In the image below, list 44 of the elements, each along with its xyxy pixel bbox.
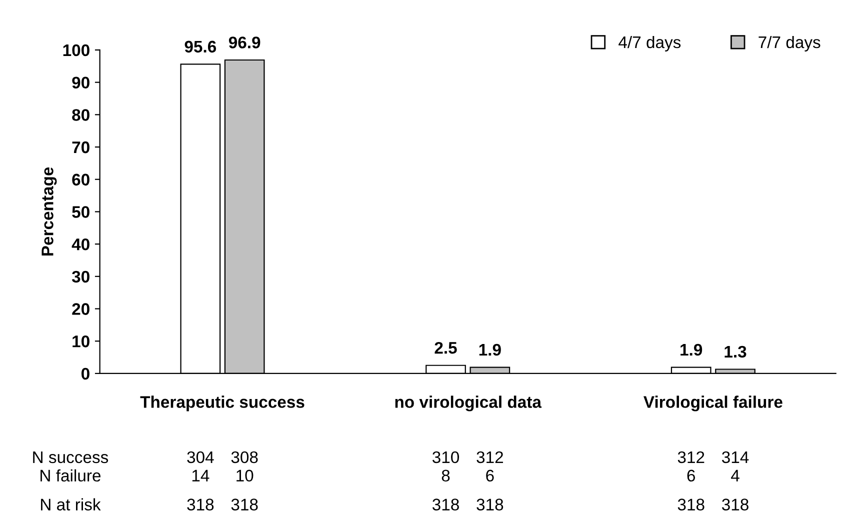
text: N success [33,452,108,464]
y-tick-label: 100 [63,44,90,56]
text: 318 [432,498,459,510]
y-tick-label: 0 [81,368,90,380]
y-tick-label: 40 [72,238,90,250]
text: 310 [432,451,460,464]
y-tick-label: 50 [72,206,90,218]
text: 318 [678,498,704,510]
y-tick-label: 80 [72,109,90,121]
y-tick-label: 30 [72,270,90,283]
text: 10 [236,470,254,482]
text: 6 [486,470,494,482]
text: 312 [678,451,704,464]
text: 304 [187,451,214,464]
y-tick-label: 70 [72,141,90,154]
x-tick-label: no virological data [395,396,542,412]
data-label: 2.5 [434,342,457,354]
text: 318 [476,498,504,510]
data-label: 1.9 [479,344,501,356]
y-tick-label: 60 [72,174,90,186]
text: 318 [187,498,214,510]
text: 8 [442,470,450,482]
text: 308 [231,451,258,464]
data-label: 1.3 [724,346,746,358]
text: N failure [40,469,101,482]
text: N at risk [41,498,101,510]
y-tick-label: 20 [72,303,90,315]
y-tick-label: 90 [72,76,90,89]
y-axis-title: Percentage [42,167,57,256]
legend-label: 4/7 days [618,36,681,52]
text: 318 [231,498,258,510]
data-label: 1.9 [680,344,702,356]
x-tick-label: Therapeutic success [140,396,304,412]
data-label: 95.6 [184,40,216,53]
text: 312 [476,451,503,464]
legend-label: 7/7 days [758,36,820,52]
text: 14 [192,470,210,482]
y-tick-label: 10 [72,336,90,348]
text: 4 [731,470,740,482]
x-tick-label: Virological failure [644,396,782,412]
text: 314 [722,451,749,464]
text: 318 [722,498,748,510]
text: 6 [687,470,695,482]
data-label: 96.9 [228,36,260,48]
